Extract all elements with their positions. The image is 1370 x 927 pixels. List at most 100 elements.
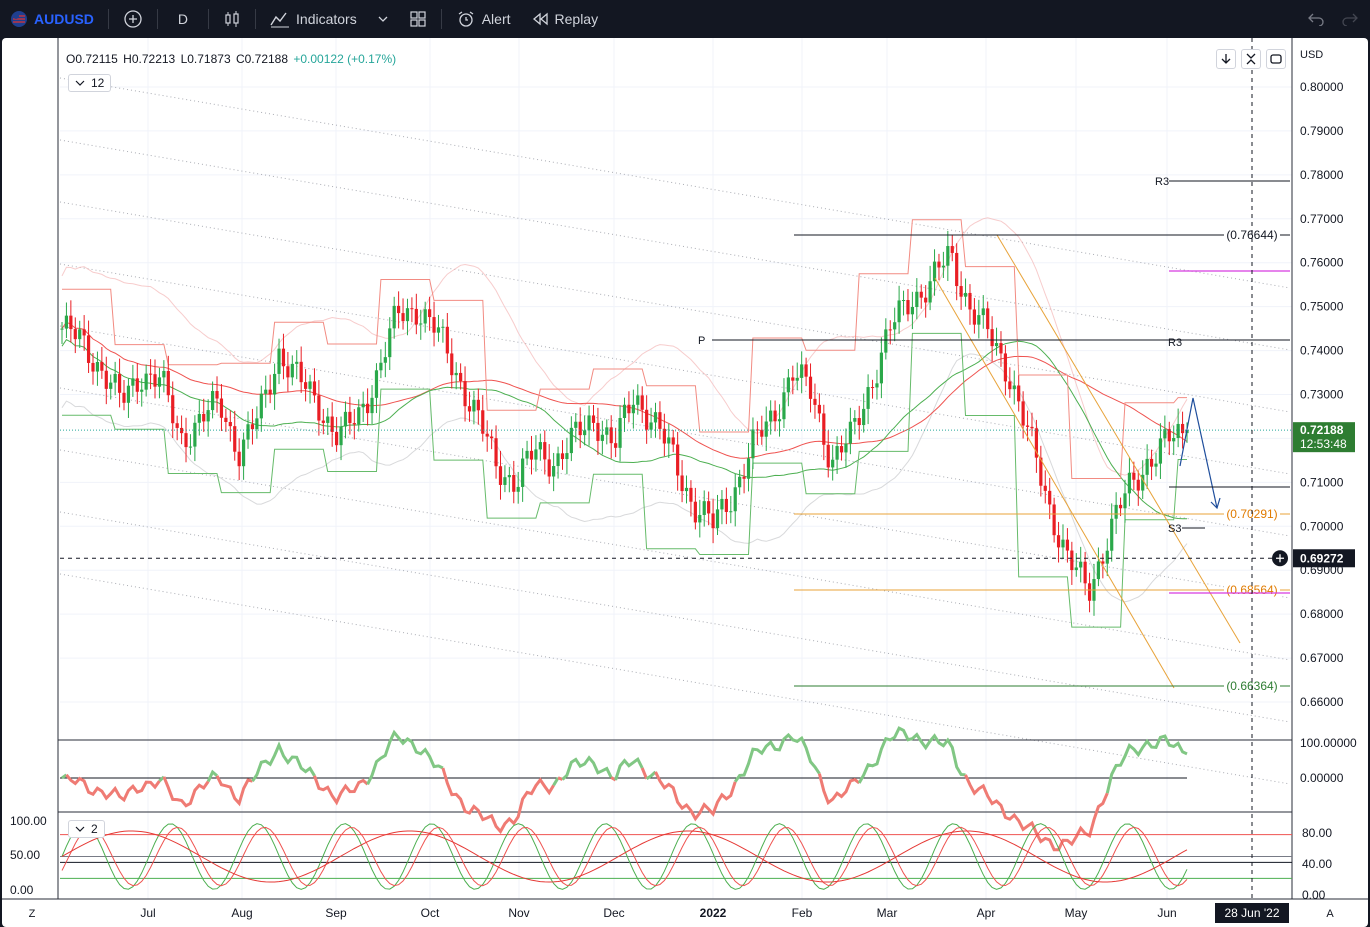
collapse-pane-button[interactable] — [1241, 49, 1261, 69]
crosshair-price-label: 0.69272 — [1300, 551, 1344, 565]
candle-body — [1149, 458, 1154, 467]
candle-body — [600, 434, 604, 441]
channel-line — [59, 139, 1291, 351]
replay-button[interactable]: Replay — [521, 0, 609, 38]
pane3-collapse-toggle[interactable]: 2 — [68, 820, 105, 838]
candle-body — [286, 366, 290, 378]
candle-body — [1158, 438, 1163, 464]
chart-frame[interactable]: (0.76644) (0.70291) (0.68564) (0.66364) R3 P… — [2, 38, 1368, 927]
symbol-search[interactable]: AUDUSD — [0, 0, 104, 38]
candle-body — [640, 395, 644, 410]
time-tick-label: Aug — [231, 906, 252, 920]
candle-body — [928, 281, 932, 303]
candle-body — [831, 459, 835, 468]
candle-body — [157, 377, 162, 387]
candle-body — [937, 261, 941, 268]
candle-body — [237, 451, 241, 467]
momentum-pane[interactable]: 100.00000 0.00000 — [60, 726, 1357, 852]
compare-add-button[interactable] — [113, 0, 153, 38]
candle-body — [596, 422, 600, 441]
stochastic-pane[interactable]: 100.00 50.00 0.00 80.00 40.00 0.00 — [10, 814, 1332, 902]
candle-body — [813, 398, 817, 405]
price-tick-label: 0.74000 — [1300, 344, 1344, 358]
templates-dropdown[interactable] — [367, 0, 399, 38]
candle-body — [963, 292, 968, 297]
candle-body — [113, 373, 117, 383]
momentum-segment — [215, 775, 253, 807]
candle-body — [826, 444, 830, 468]
candle-body — [1039, 457, 1043, 486]
candle-body — [175, 423, 179, 428]
candle-body — [361, 403, 365, 408]
candle-body — [986, 308, 990, 330]
auto-scale-label[interactable]: A — [1326, 908, 1334, 920]
candle-body — [450, 353, 454, 376]
separator — [208, 9, 210, 29]
candle-body — [751, 429, 755, 459]
undo-icon[interactable] — [1308, 12, 1324, 26]
candlestick-series — [60, 230, 1189, 616]
candle-body — [343, 411, 348, 427]
indicators-label: Indicators — [296, 11, 357, 27]
candle-body — [560, 453, 565, 460]
alert-button[interactable]: Alert — [446, 0, 521, 38]
candle-body — [193, 422, 197, 447]
candle-body — [379, 362, 383, 371]
collapse-icon — [1246, 53, 1256, 65]
candle-body — [857, 418, 861, 426]
time-axis[interactable]: Jul Aug Sep Oct Nov Dec 2022 Feb Mar Apr May Jun Z A 2… — [22, 903, 1334, 923]
maximize-pane-button[interactable] — [1266, 49, 1286, 69]
candle-body — [822, 413, 826, 445]
alert-label: Alert — [481, 11, 511, 27]
candle-body — [742, 476, 746, 479]
trendline-orange — [934, 277, 1175, 689]
candle-body — [764, 421, 768, 437]
candle-body — [392, 305, 396, 329]
move-down-button[interactable] — [1216, 49, 1236, 69]
candle-body — [454, 372, 458, 376]
candle-body — [228, 421, 232, 427]
momentum-segment — [817, 773, 861, 806]
candle-body — [441, 326, 445, 328]
chart-canvas[interactable]: (0.76644)(0.70291)(0.68564)(0.66364) R3P… — [2, 38, 1368, 927]
indicators-button[interactable]: Indicators — [260, 0, 367, 38]
candle-body — [374, 370, 379, 398]
candle-body — [1087, 583, 1092, 601]
candle-body — [179, 427, 184, 434]
interval-button[interactable]: D — [162, 0, 204, 38]
candle-body — [888, 329, 892, 331]
candle-body — [277, 348, 281, 374]
indicators-collapse-toggle[interactable]: 12 — [68, 74, 112, 92]
candle-body — [184, 433, 188, 448]
candle-body — [126, 385, 131, 403]
price-axis[interactable]: USD 0.80000 0.79000 0.78000 0.77000 0.76000 0.… — [1272, 49, 1355, 709]
candle-body — [272, 373, 277, 395]
candle-body — [140, 389, 144, 392]
arrow-down-icon — [1221, 54, 1231, 64]
candle-body — [414, 308, 418, 325]
momentum-segment — [61, 773, 68, 780]
layout-button[interactable] — [399, 0, 437, 38]
candle-body — [463, 381, 467, 407]
candle-body — [295, 361, 299, 364]
auto-zoom-button[interactable] — [22, 903, 42, 923]
candle-body — [472, 399, 476, 412]
candle-body — [1172, 438, 1176, 442]
candle-body — [959, 286, 963, 297]
plus-icon — [1276, 554, 1284, 563]
chart-type-button[interactable] — [213, 0, 251, 38]
candle-body — [60, 328, 64, 330]
momentum-segment — [366, 729, 444, 785]
momentum-segment — [645, 770, 657, 781]
stoch-slow-line — [61, 830, 1188, 883]
separator — [107, 9, 109, 29]
candle-body — [312, 381, 317, 396]
redo-icon[interactable] — [1342, 12, 1358, 26]
candle-body — [436, 327, 441, 333]
candle-body — [1061, 539, 1065, 548]
candle-body — [1176, 423, 1180, 439]
candle-body — [720, 498, 724, 510]
candle-body — [543, 442, 547, 460]
candle-body — [397, 305, 401, 314]
